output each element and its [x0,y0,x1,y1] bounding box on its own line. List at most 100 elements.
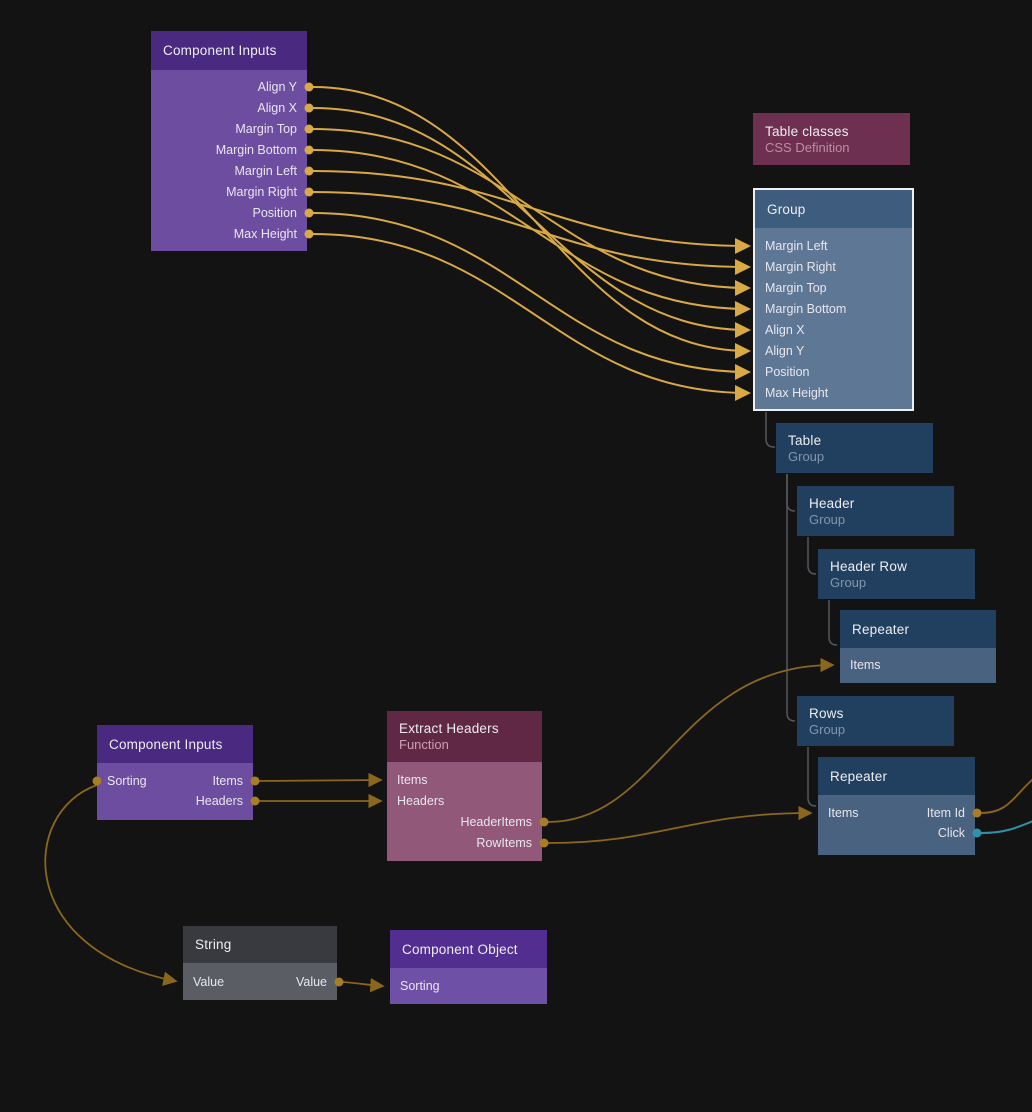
port-row[interactable]: Max Height [151,224,307,245]
node-header: Repeater [840,610,996,648]
port-row[interactable]: Margin Top [151,119,307,140]
port-margin-bottom-output: Margin Bottom [215,143,297,157]
node-header-row[interactable]: Header Row Group [818,549,975,599]
port-row[interactable]: Headers [97,791,253,811]
tree-link-rows-repeater [807,747,817,807]
node-subtitle: Function [399,737,449,752]
node-component-inputs-data[interactable]: Component Inputs Sorting Items Headers [97,725,253,820]
port-row[interactable]: Margin Bottom [755,298,912,319]
wire-align-y[interactable] [312,86,751,359]
port-row[interactable]: Items [840,655,996,675]
port-row[interactable]: Margin Top [755,277,912,298]
wire-headeritems-to-repeater[interactable] [547,657,835,823]
port-items-input: Items [828,806,859,820]
port-align-y-input: Align Y [765,343,805,358]
node-title: Header [809,495,855,511]
port-row[interactable]: Margin Left [151,161,307,182]
port-max-height-input: Max Height [765,385,829,400]
port-row[interactable]: Margin Right [755,256,912,277]
wire-click-offscreen[interactable] [980,820,1032,834]
port-value-output: Value [295,975,327,989]
port-row[interactable]: Items [387,769,542,790]
wire-margin-top[interactable] [312,128,751,296]
wire-position[interactable] [312,212,751,380]
port-row[interactable]: Sorting [390,976,547,996]
port-margin-right-output: Margin Right [226,185,297,199]
port-headers-output: Headers [195,794,243,808]
port-row[interactable]: Align Y [755,340,912,361]
node-title: Group [767,201,806,217]
node-title: Component Object [402,941,518,957]
tree-link-header-headerrow [807,537,817,575]
wire-margin-bottom[interactable] [312,149,751,317]
node-header: Component Inputs [97,725,253,763]
node-title: Component Inputs [163,43,277,58]
node-rows[interactable]: Rows Group [797,696,954,746]
port-margin-left-output: Margin Left [234,164,297,178]
node-header: Component Object [390,930,547,968]
port-margin-right-input: Margin Right [765,259,836,274]
port-row[interactable]: Margin Right [151,182,307,203]
port-position-input: Position [765,364,810,379]
node-repeater-rows[interactable]: Repeater Items Item Id Click [818,757,975,855]
wire-margin-right[interactable] [312,191,751,275]
node-subtitle: Group [809,511,846,527]
node-table-classes[interactable]: Table classes CSS Definition [753,113,910,165]
wire-margin-left[interactable] [312,170,751,254]
node-header: String [183,926,337,963]
node-repeater-header[interactable]: Repeater Items [840,610,996,683]
port-row[interactable]: Position [755,361,912,382]
wire-itemid-offscreen[interactable] [980,778,1032,814]
node-component-object[interactable]: Component Object Sorting [390,930,547,1004]
node-title: Extract Headers [399,721,499,736]
port-row[interactable]: Position [151,203,307,224]
port-sorting-input: Sorting [400,979,440,993]
port-row[interactable]: Margin Bottom [151,140,307,161]
port-row[interactable]: HeaderItems [387,811,542,832]
port-row[interactable]: RowItems [387,832,542,853]
node-header-group[interactable]: Header Group [797,486,954,536]
port-row[interactable]: Value Value [183,972,337,992]
port-position-output: Position [252,206,297,220]
port-margin-bottom-input: Margin Bottom [765,301,847,316]
port-row[interactable]: Max Height [755,382,912,403]
port-items-output: Items [212,774,243,788]
node-title: Rows [809,705,844,721]
port-row[interactable]: Align X [755,319,912,340]
port-row[interactable]: Items Item Id [818,803,975,823]
node-subtitle: Group [830,574,867,590]
tree-link-table-header [786,474,796,512]
node-group[interactable]: Group Margin Left Margin Right Margin To… [755,190,912,409]
node-title: Component Inputs [109,736,223,752]
node-header: Component Inputs [151,31,307,70]
port-headers-input: Headers [397,793,445,808]
port-row[interactable]: Click [818,823,975,843]
port-headeritems-output: HeaderItems [460,814,532,829]
port-row[interactable]: Align Y [151,77,307,98]
port-row[interactable]: Sorting Items [97,771,253,791]
wire-items-to-extract[interactable] [258,772,383,788]
node-title: Table [788,432,822,448]
wire-max-height[interactable] [312,233,751,401]
node-extract-headers[interactable]: Extract Headers Function Items Headers H… [387,711,542,861]
port-max-height-output: Max Height [233,227,297,241]
node-component-inputs-layout[interactable]: Component Inputs Align Y Align X Margin … [151,31,307,251]
node-header: Group [755,190,912,228]
wire-align-x[interactable] [312,107,751,338]
node-title: String [195,937,232,952]
node-subtitle: Group [788,448,825,464]
port-row[interactable]: Headers [387,790,542,811]
port-align-x-output: Align X [257,101,297,115]
node-table[interactable]: Table Group [776,423,933,473]
port-row[interactable]: Align X [151,98,307,119]
wire-rowitems-to-repeater[interactable] [547,805,813,844]
port-rowitems-output: RowItems [476,835,532,850]
port-align-y-output: Align Y [257,80,297,94]
port-margin-top-output: Margin Top [235,122,297,136]
wire-stringvalue-to-sorting[interactable] [342,977,385,993]
port-row[interactable]: Margin Left [755,235,912,256]
port-align-x-input: Align X [765,322,805,337]
tree-link-table-rows [786,474,796,722]
node-string[interactable]: String Value Value [183,926,337,1000]
